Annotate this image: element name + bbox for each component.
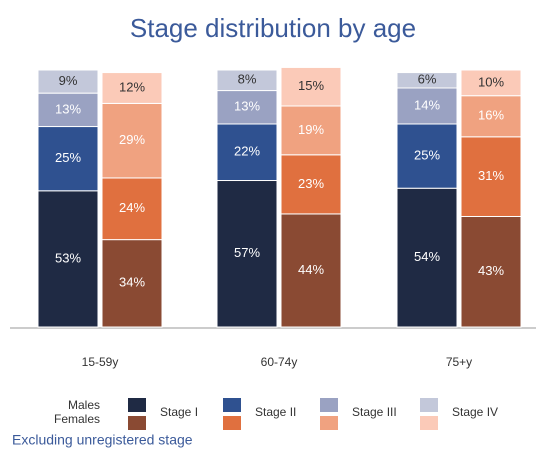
bar-segment: [280, 66, 342, 107]
value-label: 25%: [414, 148, 440, 163]
value-label: 8%: [238, 72, 257, 87]
bar-segment: [101, 72, 163, 104]
value-label: 23%: [298, 176, 324, 191]
legend-swatch: [128, 416, 146, 430]
value-label: 25%: [55, 150, 81, 165]
bar-segment: [280, 154, 342, 215]
value-label: 12%: [119, 79, 145, 94]
value-label: 6%: [418, 72, 437, 87]
legend-swatch: [420, 416, 438, 430]
bar-segment: [396, 187, 458, 328]
bar-segment: [280, 213, 342, 328]
bar-segment: [396, 123, 458, 189]
note: Excluding unregistered stage: [12, 432, 193, 448]
legend-label: Stage I: [160, 405, 198, 419]
x-tick-label: 60-74y: [261, 355, 298, 369]
bar-segment: [460, 69, 522, 97]
x-tick-label: 15-59y: [82, 355, 119, 369]
bar-segment: [460, 95, 522, 138]
value-label: 14%: [414, 97, 440, 112]
legend-label: Stage II: [255, 405, 296, 419]
bar-segment: [101, 239, 163, 328]
bar-segment: [216, 69, 278, 92]
value-label: 9%: [59, 73, 78, 88]
bar-segment: [280, 105, 342, 156]
bar-segment: [37, 126, 99, 192]
legend-swatch: [420, 398, 438, 412]
legend-label: Stage III: [352, 405, 397, 419]
legend-group: Females: [54, 412, 100, 426]
bar-segment: [101, 102, 163, 179]
value-label: 44%: [298, 262, 324, 277]
value-label: 34%: [119, 275, 145, 290]
x-tick-label: 75+y: [446, 355, 472, 369]
bar-segment: [396, 87, 458, 125]
value-label: 54%: [414, 249, 440, 264]
value-label: 16%: [478, 108, 504, 123]
bar-segment: [396, 72, 458, 89]
value-label: 19%: [298, 122, 324, 137]
value-label: 13%: [234, 99, 260, 114]
value-label: 29%: [119, 132, 145, 147]
value-label: 22%: [234, 144, 260, 159]
legend-swatch: [223, 416, 241, 430]
bar-segment: [216, 180, 278, 328]
legend-swatch: [320, 416, 338, 430]
bar-segment: [37, 69, 99, 94]
bar-segment: [216, 123, 278, 182]
legend-group: Males: [68, 398, 100, 412]
legend-swatch: [223, 398, 241, 412]
legend-label: Stage IV: [452, 405, 498, 419]
bar-segment: [37, 190, 99, 328]
legend-swatch: [320, 398, 338, 412]
chart-title: Stage distribution by age: [130, 13, 416, 43]
legend-swatch: [128, 398, 146, 412]
value-label: 43%: [478, 263, 504, 278]
value-label: 31%: [478, 168, 504, 183]
value-label: 10%: [478, 74, 504, 89]
value-label: 53%: [55, 250, 81, 265]
bar-segment: [101, 177, 163, 241]
value-label: 57%: [234, 245, 260, 260]
value-label: 24%: [119, 200, 145, 215]
value-label: 13%: [55, 101, 81, 116]
value-label: 15%: [298, 78, 324, 93]
